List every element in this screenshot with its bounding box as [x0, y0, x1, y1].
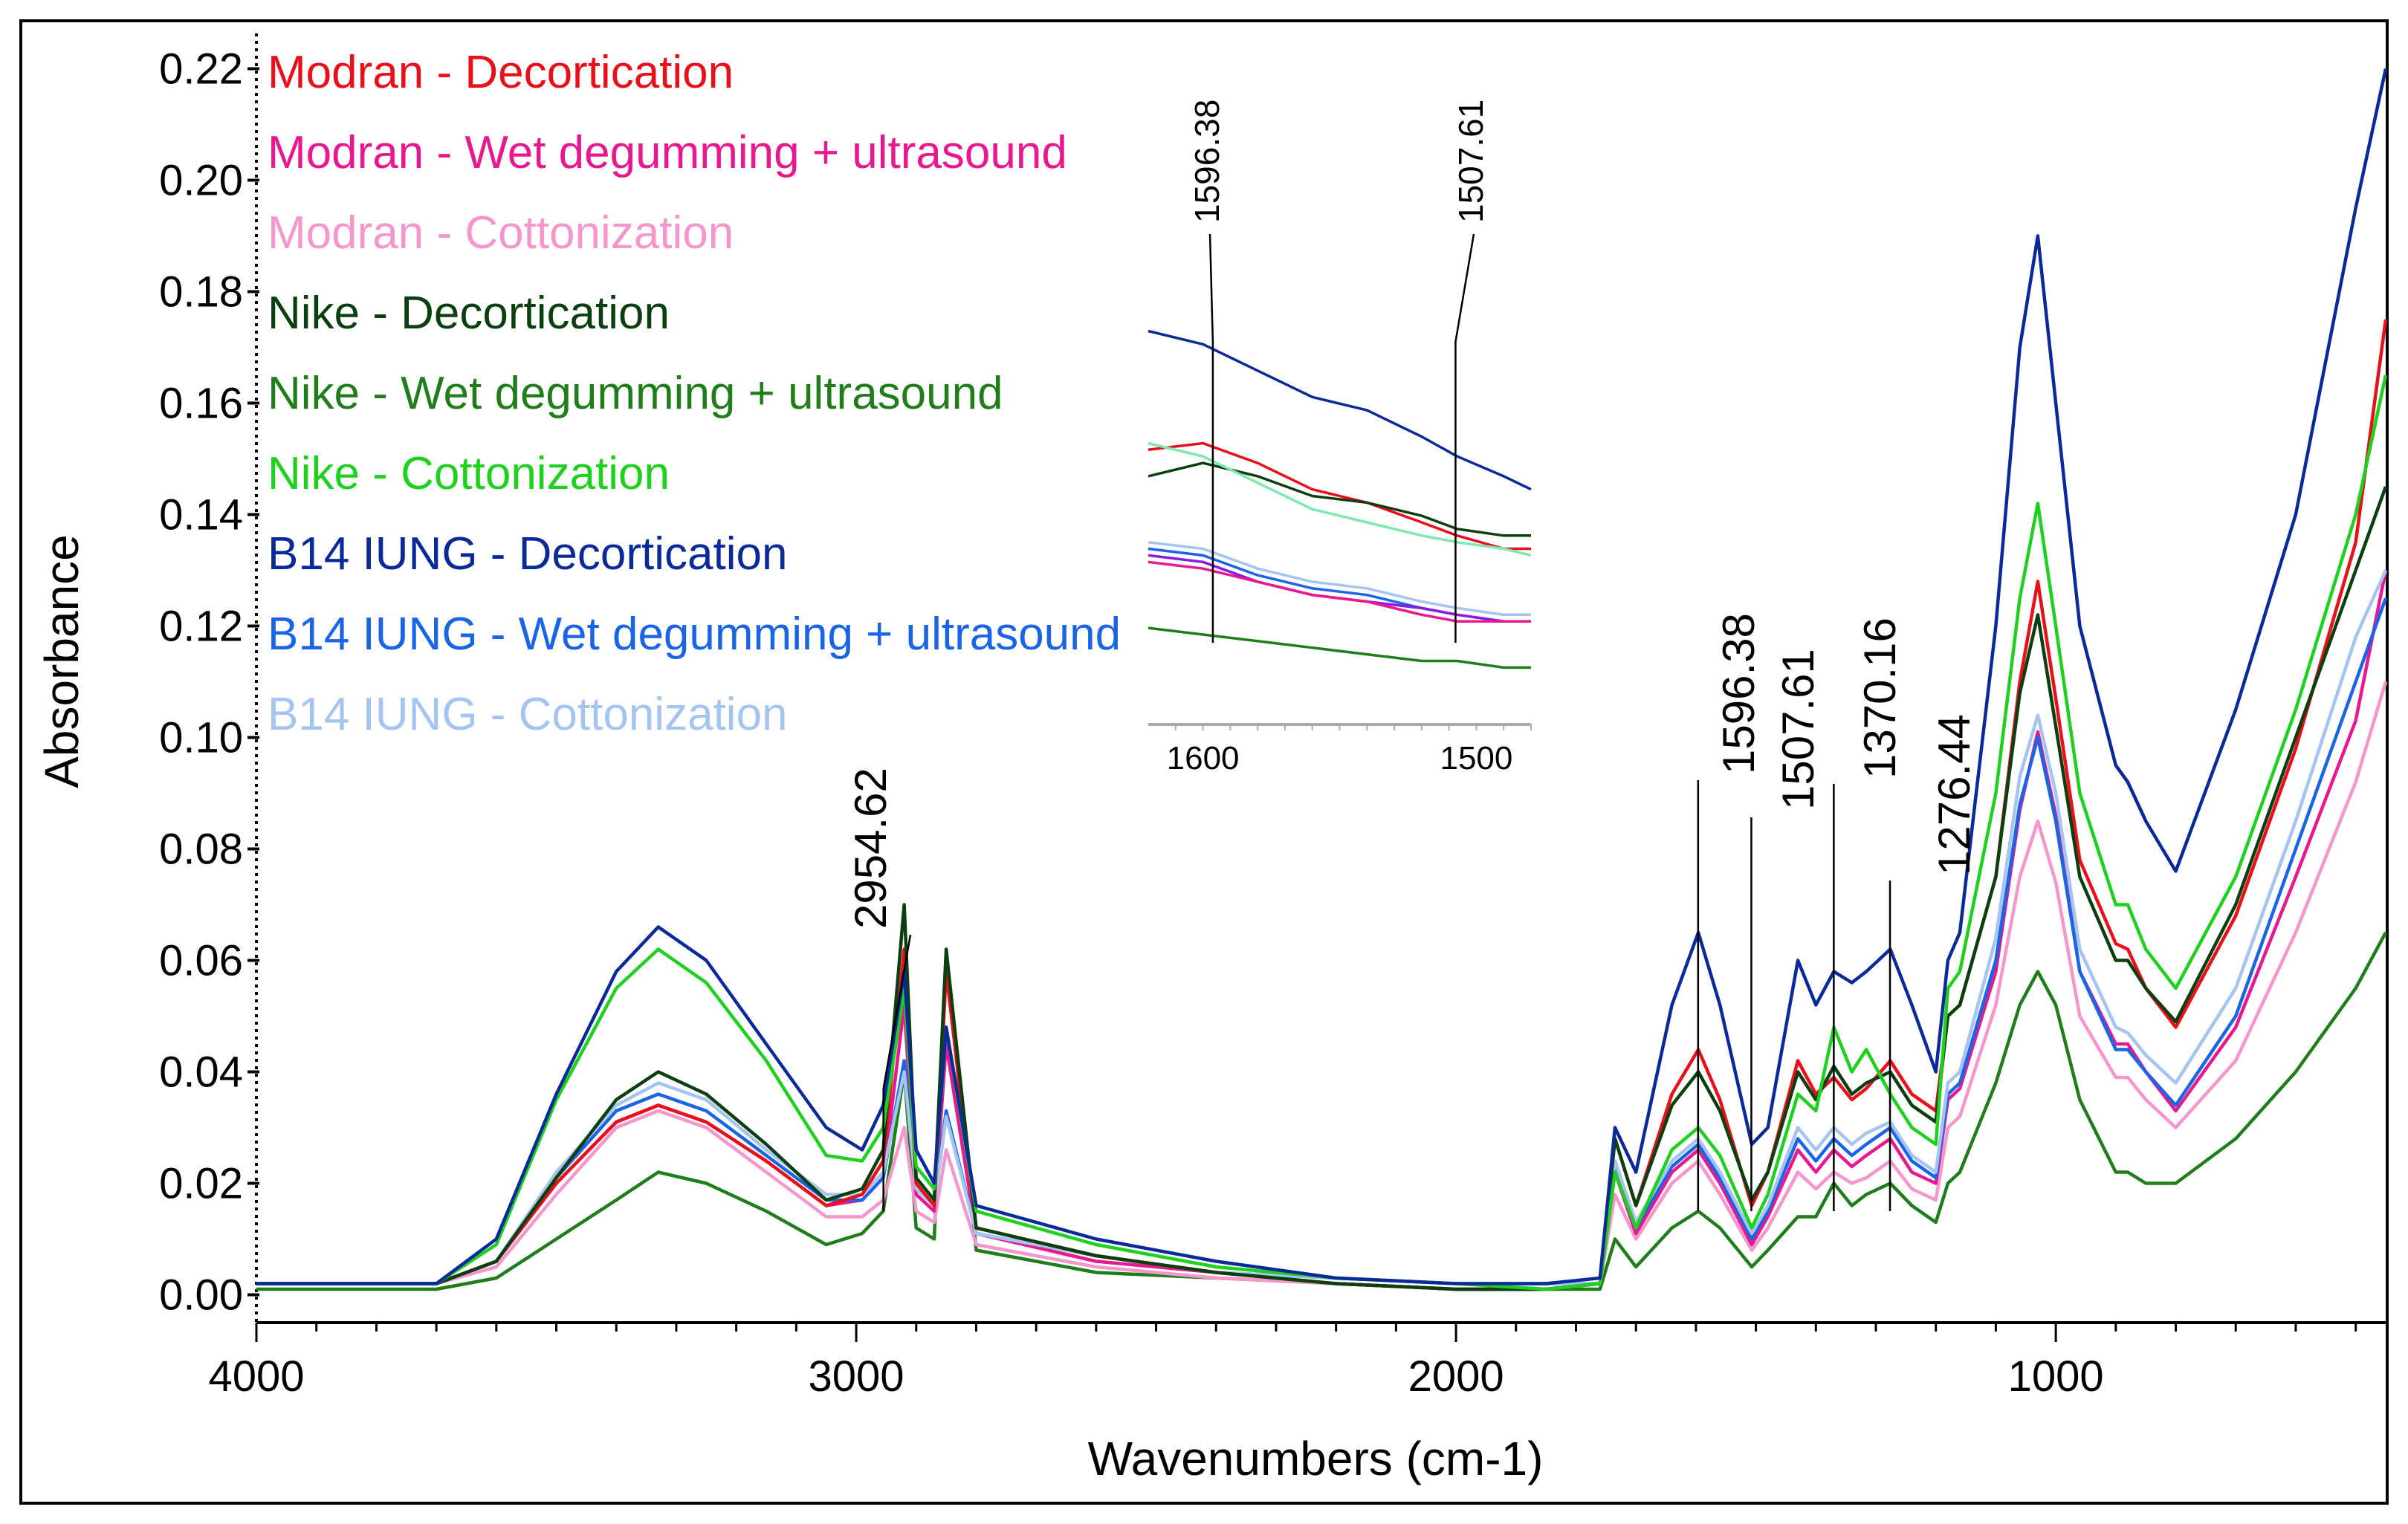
series-layer: [256, 68, 2388, 1291]
legend-entry: Modran - Cottonization: [268, 207, 734, 259]
series-line: [256, 68, 2388, 1285]
peak-label: 1276.44: [1929, 714, 1979, 875]
y-tick-label: 0.12: [159, 603, 243, 651]
axes: 0.00 0.02 0.04 0.06 0.08 0.10 0.12 0.14 0.16 0.18…: [159, 33, 2386, 1401]
x-tick-label: 3000: [809, 1352, 904, 1401]
inset-series-line: [1148, 540, 1531, 617]
peak-label: 2954.62: [846, 768, 896, 929]
peak-label: 1596.38: [1714, 613, 1764, 774]
x-tick-label: 1000: [2008, 1352, 2104, 1401]
chart-frame: [19, 19, 2389, 1505]
y-tick-label: 0.10: [159, 714, 243, 762]
y-tick-label: 0.14: [159, 491, 243, 539]
inset-peak-label: 1507.61: [1451, 100, 1490, 223]
inset-series-line: [1148, 329, 1532, 491]
y-tick-label: 0.20: [159, 157, 243, 205]
legend-entry: Modran - Decortication: [268, 47, 734, 98]
y-axis-title: Absorbance: [35, 534, 88, 788]
legend-entry: B14 IUNG - Wet degumming + ultrasound: [268, 609, 1121, 660]
legend-entry: Nike - Cottonization: [268, 448, 670, 499]
inset-series-line: [1148, 626, 1531, 669]
y-tick-label: 0.16: [159, 380, 243, 428]
inset-series-line: [1148, 560, 1531, 623]
y-tick-label: 0.18: [159, 268, 243, 317]
series-line: [256, 681, 2388, 1291]
x-tick-label: 2000: [1408, 1352, 1504, 1401]
legend-entry: B14 IUNG - Cottonization: [268, 689, 788, 740]
y-tick-label: 0.06: [159, 937, 243, 985]
x-tick-label: 4000: [208, 1352, 304, 1401]
y-tick-label: 0.02: [159, 1160, 243, 1208]
inset-x-tick-label: 1500: [1440, 740, 1512, 776]
inset-peak-leader: [1208, 233, 1214, 643]
inset-chart: 1600 1500 1596.38 1507.61: [1148, 100, 1532, 776]
inset-peak-leader: [1454, 233, 1475, 643]
inset-peak-label: 1596.38: [1188, 100, 1226, 223]
y-tick-label: 0.08: [159, 826, 243, 874]
x-axis-title: Wavenumbers (cm-1): [1088, 1432, 1544, 1485]
peak-label: 1507.61: [1773, 649, 1823, 810]
y-tick-label: 0.04: [159, 1048, 243, 1097]
legend-entry: Nike - Wet degumming + ultrasound: [268, 368, 1003, 419]
inset-series-line: [1148, 461, 1531, 537]
annotation-layer: 2954.62 1596.38 1507.61 1370.16 1276.44: [846, 613, 1979, 1211]
legend-entry: B14 IUNG - Decortication: [268, 528, 787, 580]
inset-series-line: [1148, 441, 1532, 557]
series-line: [256, 931, 2387, 1291]
legend-entry: Nike - Decortication: [268, 288, 670, 339]
series-line: [256, 374, 2388, 1291]
y-tick-label: 0.22: [159, 45, 243, 94]
series-line: [256, 319, 2388, 1291]
peak-label: 1370.16: [1855, 617, 1905, 779]
series-line: [256, 486, 2388, 1291]
peak-leader: [882, 934, 912, 1211]
inset-x-tick-label: 1600: [1167, 740, 1240, 776]
y-tick-label: 0.00: [159, 1271, 243, 1320]
legend-entry: Modran - Wet degumming + ultrasound: [268, 127, 1067, 178]
legend: Modran - Decortication Modran - Wet degum…: [268, 47, 1121, 740]
